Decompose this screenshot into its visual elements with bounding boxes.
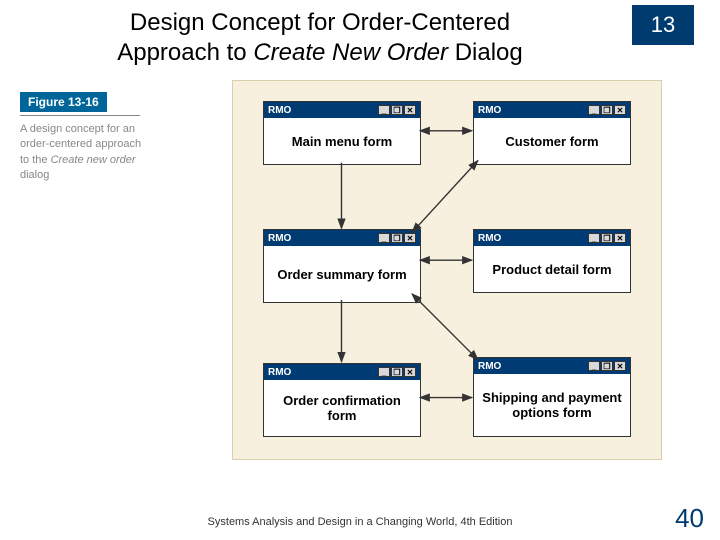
- figure-caption-part2: dialog: [20, 169, 49, 181]
- title-line1: Design Concept for Order-Centered: [130, 9, 510, 36]
- window-controls: _❐✕: [588, 105, 626, 115]
- window-controls: _❐✕: [378, 105, 416, 115]
- maximize-icon: ❐: [391, 367, 403, 377]
- minimize-icon: _: [378, 233, 390, 243]
- window-controls: _❐✕: [588, 233, 626, 243]
- window-titlebar: RMO _❐✕: [474, 230, 630, 246]
- maximize-icon: ❐: [391, 105, 403, 115]
- close-icon: ✕: [614, 105, 626, 115]
- window-body-label: Customer form: [474, 118, 630, 164]
- minimize-icon: _: [588, 105, 600, 115]
- title-line2-prefix: Approach to: [117, 39, 253, 66]
- close-icon: ✕: [614, 233, 626, 243]
- window-controls: _❐✕: [588, 361, 626, 371]
- window-main-menu: RMO _❐✕ Main menu form: [263, 101, 421, 165]
- window-titlebar-label: RMO: [478, 105, 501, 116]
- window-controls: _❐✕: [378, 233, 416, 243]
- window-body-label: Order summary form: [264, 246, 420, 302]
- maximize-icon: ❐: [601, 105, 613, 115]
- window-titlebar-label: RMO: [478, 361, 501, 372]
- title-line2-suffix: Dialog: [448, 39, 523, 66]
- window-titlebar-label: RMO: [268, 105, 291, 116]
- title-line2-italic: Create New Order: [253, 39, 448, 66]
- chapter-badge: 13: [632, 5, 694, 45]
- window-order-summary: RMO _❐✕ Order summary form: [263, 229, 421, 303]
- window-titlebar-label: RMO: [268, 367, 291, 378]
- window-shipping: RMO _❐✕ Shipping and payment options form: [473, 357, 631, 437]
- page-number: 40: [675, 503, 704, 534]
- footer-text: Systems Analysis and Design in a Changin…: [208, 516, 513, 528]
- minimize-icon: _: [378, 367, 390, 377]
- close-icon: ✕: [614, 361, 626, 371]
- slide-title: Design Concept for Order-Centered Approa…: [60, 8, 580, 68]
- maximize-icon: ❐: [601, 233, 613, 243]
- window-body-label: Shipping and payment options form: [474, 374, 630, 436]
- window-customer: RMO _❐✕ Customer form: [473, 101, 631, 165]
- window-titlebar: RMO _❐✕: [474, 358, 630, 374]
- window-order-confirm: RMO _❐✕ Order confirmation form: [263, 363, 421, 437]
- close-icon: ✕: [404, 233, 416, 243]
- slide-footer: Systems Analysis and Design in a Changin…: [0, 516, 720, 528]
- window-titlebar-label: RMO: [268, 233, 291, 244]
- close-icon: ✕: [404, 105, 416, 115]
- figure-tag: Figure 13-16: [20, 92, 107, 112]
- maximize-icon: ❐: [601, 361, 613, 371]
- window-titlebar: RMO _❐✕: [264, 102, 420, 118]
- window-controls: _❐✕: [378, 367, 416, 377]
- figure-caption: A design concept for an order-centered a…: [20, 122, 150, 184]
- close-icon: ✕: [404, 367, 416, 377]
- chapter-number: 13: [651, 12, 675, 38]
- window-titlebar: RMO _❐✕: [264, 230, 420, 246]
- window-titlebar: RMO _❐✕: [474, 102, 630, 118]
- window-product-detail: RMO _❐✕ Product detail form: [473, 229, 631, 293]
- window-titlebar-label: RMO: [478, 233, 501, 244]
- figure-label: Figure 13-16 A design concept for an ord…: [20, 92, 150, 184]
- window-body-label: Product detail form: [474, 246, 630, 292]
- minimize-icon: _: [588, 233, 600, 243]
- window-body-label: Main menu form: [264, 118, 420, 164]
- figure-rule: [20, 115, 140, 116]
- diagram-area: RMO_❐✕Main menu formRMO_❐✕Customer formR…: [232, 80, 662, 460]
- window-titlebar: RMO _❐✕: [264, 364, 420, 380]
- window-body-label: Order confirmation form: [264, 380, 420, 436]
- diagram-inner: RMO_❐✕Main menu formRMO_❐✕Customer formR…: [233, 81, 661, 459]
- maximize-icon: ❐: [391, 233, 403, 243]
- minimize-icon: _: [378, 105, 390, 115]
- minimize-icon: _: [588, 361, 600, 371]
- figure-caption-italic: Create new order: [51, 154, 136, 166]
